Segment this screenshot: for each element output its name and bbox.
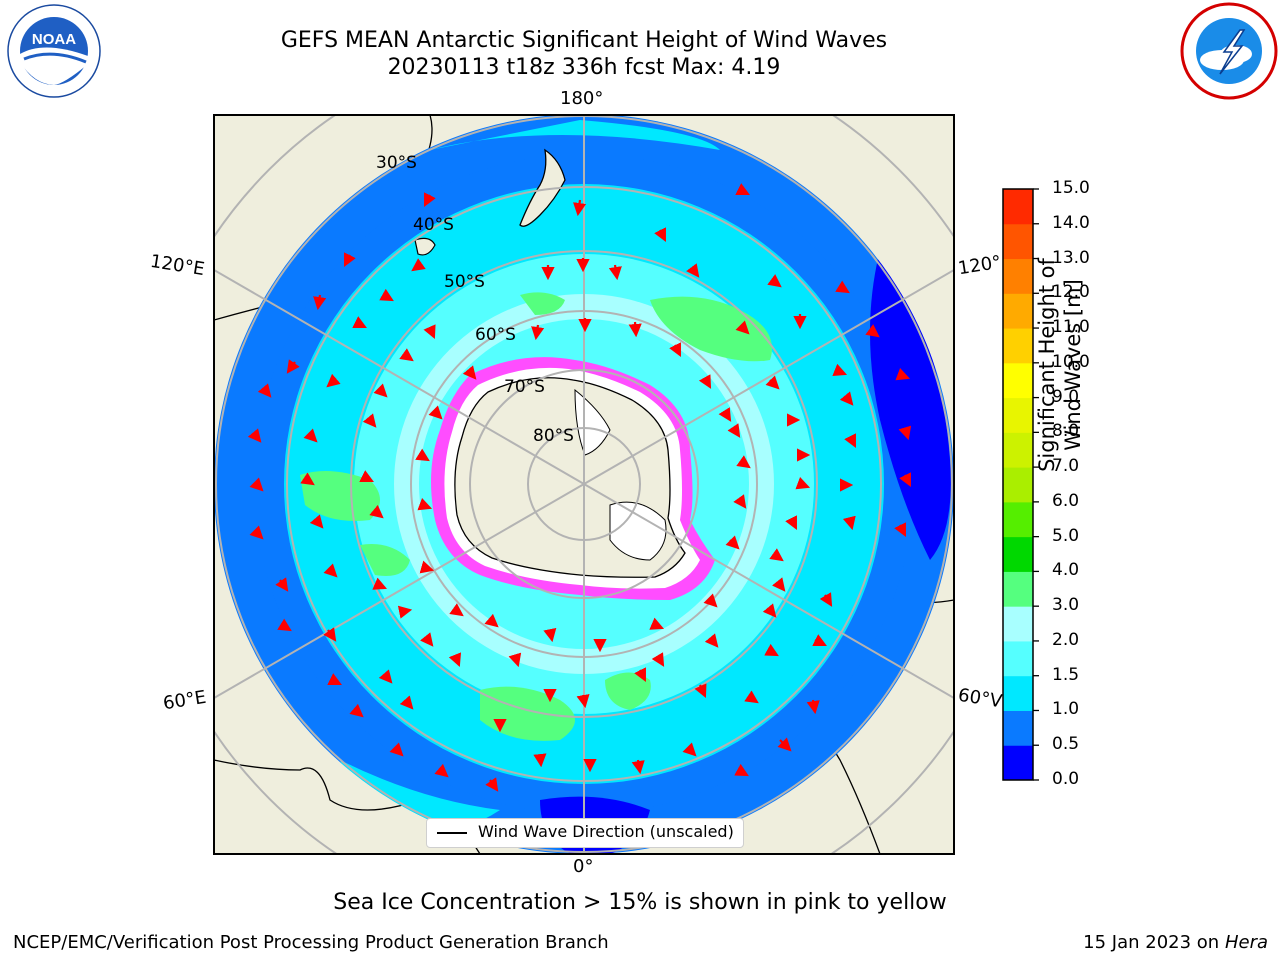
colorbar-tick-label: 7.0 [1052, 456, 1080, 477]
wind-wave-arrows [247, 183, 912, 792]
lat-label-70s: 70°S [504, 377, 545, 397]
colorbar-segment [1003, 745, 1033, 781]
colorbar-tick-label: 2.0 [1052, 629, 1080, 650]
noaa-logo: NOAA [7, 4, 101, 98]
colorbar-tick-label: 8.0 [1052, 421, 1080, 442]
colorbar-tick-label: 14.0 [1052, 212, 1090, 233]
svg-text:NOAA: NOAA [32, 31, 76, 48]
colorbar-title: Significant Height of Wind Waves [m] [1035, 258, 1085, 472]
colorbar-segment [1003, 432, 1033, 468]
lat-label-50s: 50°S [444, 272, 485, 292]
colorbar-segment [1003, 536, 1033, 572]
colorbar-segment [1003, 397, 1033, 433]
footer-credit: NCEP/EMC/Verification Post Processing Pr… [13, 932, 609, 953]
colorbar-segment [1003, 467, 1033, 503]
chart-subtitle: 20230113 t18z 336h fcst Max: 4.19 [387, 55, 781, 80]
colorbar-segment [1003, 328, 1033, 364]
lat-label-30s: 30°S [376, 153, 417, 173]
colorbar-segment [1003, 362, 1033, 399]
colorbar-tick-label: 10.0 [1052, 351, 1090, 372]
colorbar-tick-label: 5.0 [1052, 525, 1080, 546]
colorbar-tick-label: 11.0 [1052, 317, 1090, 338]
legend-line-icon [437, 832, 467, 834]
colorbar-tick-label: 1.5 [1052, 664, 1080, 685]
colorbar-frame [1002, 188, 1034, 781]
colorbar-segment [1003, 293, 1033, 329]
sea-ice-note: Sea Ice Concentration > 15% is shown in … [333, 890, 947, 915]
footer-host: Hera [1224, 932, 1268, 953]
colorbar-tick-label: 12.0 [1052, 282, 1090, 303]
colorbar-segment [1003, 606, 1033, 642]
colorbar-segment [1003, 710, 1033, 746]
colorbar-tick-label: 13.0 [1052, 247, 1090, 268]
colorbar-segment [1003, 640, 1033, 677]
lat-label-80s: 80°S [533, 426, 574, 446]
lat-label-40s: 40°S [413, 215, 454, 235]
colorbar-tick-label: 1.0 [1052, 699, 1080, 720]
new-zealand-land [519, 148, 566, 227]
map-legend: Wind Wave Direction (unscaled) [426, 818, 744, 848]
lat-label-60s: 60°S [475, 325, 516, 345]
lon-label-180: 180° [560, 88, 604, 109]
chart-title: GEFS MEAN Antarctic Significant Height o… [280, 28, 888, 53]
colorbar-tick-label: 0.5 [1052, 734, 1080, 755]
colorbar-tick-label: 9.0 [1052, 386, 1080, 407]
low-wave-patch [870, 250, 951, 560]
colorbar-segment [1003, 258, 1033, 294]
colorbar-segment [1003, 223, 1033, 260]
legend-label: Wind Wave Direction (unscaled) [478, 822, 734, 841]
colorbar [1002, 188, 1039, 781]
colorbar-tick-label: 4.0 [1052, 560, 1080, 581]
nws-logo [1180, 2, 1278, 100]
lon-label-0: 0° [573, 856, 594, 877]
colorbar-segment [1003, 571, 1033, 607]
colorbar-tick-label: 15.0 [1052, 178, 1090, 198]
colorbar-tick-label: 6.0 [1052, 490, 1080, 511]
footer-date-text: 15 Jan 2023 on [1083, 932, 1220, 953]
colorbar-segment [1003, 675, 1033, 711]
map-frame-content [214, 115, 954, 854]
colorbar-tick-label: 3.0 [1052, 595, 1080, 616]
footer-date: 15 Jan 2023 on Hera [1083, 932, 1268, 953]
colorbar-segment [1003, 501, 1033, 538]
map-frame [213, 114, 955, 855]
colorbar-tick-label: 0.0 [1052, 769, 1080, 789]
tasmania-land [414, 237, 436, 256]
colorbar-segment [1003, 189, 1033, 225]
